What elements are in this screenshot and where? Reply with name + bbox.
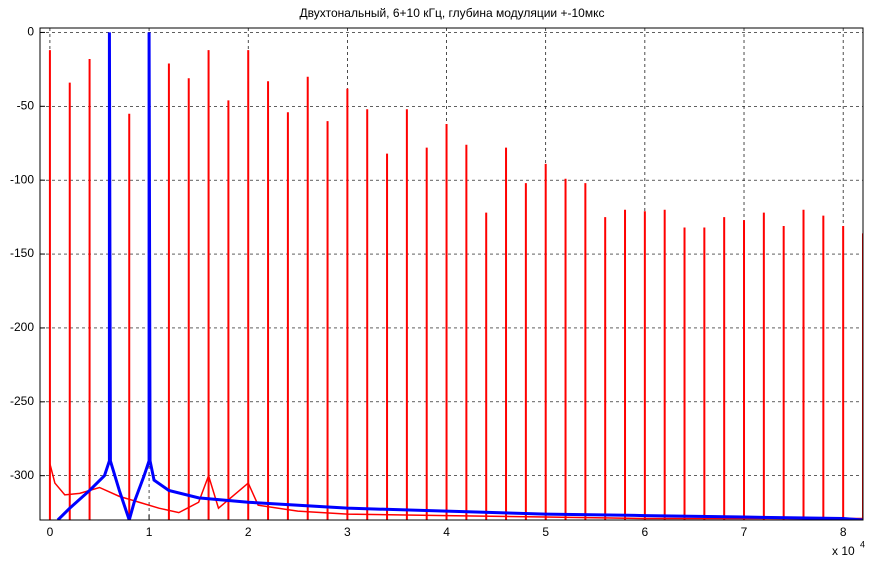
x-tick-label: 4 bbox=[443, 525, 450, 539]
x-tick-label: 6 bbox=[642, 525, 649, 539]
x-tick-label: 0 bbox=[47, 525, 54, 539]
y-tick-label: -300 bbox=[10, 468, 34, 482]
x-multiplier: x 10 bbox=[832, 544, 855, 558]
y-tick-label: 0 bbox=[27, 25, 34, 39]
y-tick-label: -200 bbox=[10, 320, 34, 334]
series-line bbox=[49, 463, 863, 520]
x-tick-label: 8 bbox=[840, 525, 847, 539]
y-tick-label: -100 bbox=[10, 172, 34, 186]
y-tick-label: -150 bbox=[10, 246, 34, 260]
series-line bbox=[56, 32, 863, 520]
chart-title: Двухтональный, 6+10 кГц, глубина модуляц… bbox=[300, 6, 605, 20]
y-tick-label: -50 bbox=[17, 98, 35, 112]
y-tick-label: -250 bbox=[10, 394, 34, 408]
x-tick-label: 5 bbox=[542, 525, 549, 539]
x-tick-label: 7 bbox=[741, 525, 748, 539]
x-tick-label: 2 bbox=[245, 525, 252, 539]
x-tick-label: 1 bbox=[146, 525, 153, 539]
x-tick-label: 3 bbox=[344, 525, 351, 539]
plot-frame bbox=[39, 27, 864, 521]
x-multiplier-exp: 4 bbox=[860, 539, 865, 549]
